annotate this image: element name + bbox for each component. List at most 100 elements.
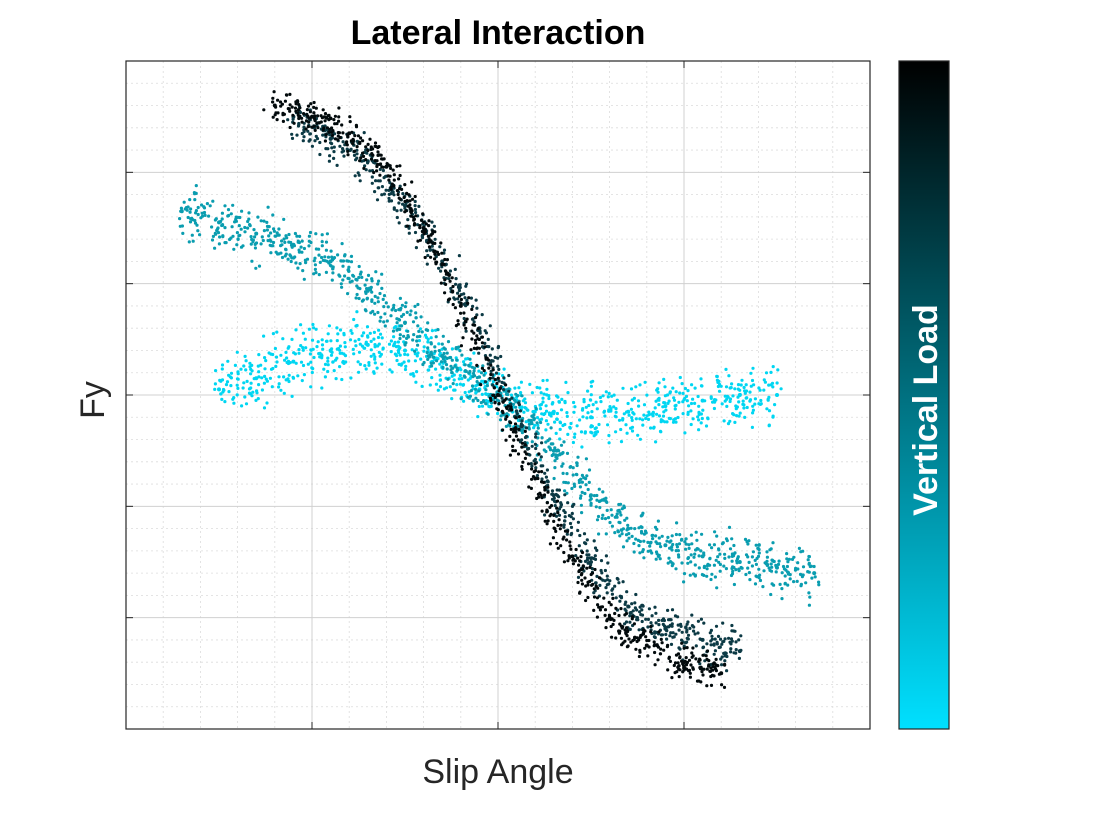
colorbar-label: Vertical Load: [907, 304, 945, 516]
scatter-point: [373, 301, 377, 305]
scatter-point: [483, 341, 487, 345]
scatter-point: [733, 387, 737, 391]
scatter-point: [730, 382, 734, 386]
scatter-point: [351, 142, 355, 146]
scatter-point: [338, 144, 342, 148]
scatter-point: [743, 389, 747, 393]
scatter-point: [306, 129, 310, 133]
scatter-point: [547, 396, 551, 401]
scatter-point: [378, 319, 382, 323]
scatter-point: [686, 620, 690, 624]
scatter-point: [596, 514, 601, 519]
scatter-point: [463, 390, 467, 395]
scatter-point: [807, 562, 811, 566]
scatter-point: [736, 383, 741, 387]
scatter-point: [450, 276, 454, 280]
scatter-point: [533, 442, 538, 446]
scatter-point: [715, 642, 719, 646]
scatter-point: [640, 608, 644, 612]
scatter-point: [675, 521, 679, 525]
scatter-point: [418, 327, 422, 331]
scatter-point: [591, 582, 595, 586]
scatter-point: [400, 314, 404, 318]
scatter-point: [347, 269, 351, 273]
scatter-point: [589, 398, 593, 402]
scatter-point: [584, 584, 588, 588]
scatter-point: [708, 543, 712, 547]
scatter-point: [426, 253, 430, 258]
scatter-point: [348, 338, 353, 342]
scatter-point: [337, 131, 341, 135]
scatter-point: [271, 213, 275, 217]
scatter-point: [738, 411, 742, 415]
scatter-point: [296, 240, 300, 244]
scatter-point: [563, 399, 567, 404]
scatter-point-sample: [551, 493, 556, 498]
scatter-point: [668, 634, 672, 638]
scatter-point: [216, 226, 220, 230]
scatter-point: [396, 340, 400, 344]
scatter-point: [585, 549, 589, 553]
scatter-point: [369, 339, 373, 343]
scatter-point: [623, 628, 627, 632]
scatter-point: [433, 252, 437, 256]
scatter-point: [464, 369, 468, 373]
scatter-point: [729, 642, 733, 646]
scatter-point: [189, 207, 193, 211]
scatter-point: [683, 396, 687, 401]
scatter-point: [521, 460, 525, 464]
scatter-point: [267, 225, 271, 229]
scatter-point: [532, 426, 536, 430]
scatter-point: [604, 499, 608, 503]
scatter-point: [361, 154, 366, 158]
scatter-point: [581, 567, 585, 571]
scatter-point: [617, 418, 622, 422]
scatter-point: [540, 477, 544, 481]
scatter-point: [723, 659, 727, 663]
scatter-point: [414, 210, 418, 215]
scatter-point: [577, 544, 581, 548]
scatter-point: [395, 358, 399, 363]
scatter-point: [271, 115, 275, 119]
scatter-point: [785, 557, 789, 561]
scatter-point: [352, 317, 356, 322]
scatter-point: [357, 337, 361, 342]
scatter-point-sample: [217, 220, 221, 225]
scatter-point: [421, 212, 425, 216]
scatter-point: [406, 329, 410, 333]
scatter-point-sample: [179, 209, 184, 214]
scatter-point: [662, 377, 666, 381]
scatter-point: [530, 440, 534, 444]
scatter-point: [517, 415, 522, 419]
scatter-point: [674, 390, 678, 394]
scatter-point: [445, 356, 449, 360]
scatter-point: [709, 577, 713, 582]
scatter-point: [444, 282, 448, 286]
scatter-point: [657, 623, 661, 627]
scatter-point: [714, 657, 718, 662]
scatter-point: [229, 384, 233, 388]
scatter-point: [705, 684, 709, 688]
colorbar: [898, 60, 950, 730]
scatter-point: [401, 192, 405, 196]
scatter-point: [302, 373, 306, 377]
scatter-point: [260, 235, 264, 239]
scatter-point: [254, 241, 259, 245]
scatter-point: [383, 312, 387, 316]
scatter-point: [750, 564, 755, 568]
scatter-point: [302, 112, 306, 116]
scatter-point: [524, 426, 529, 430]
scatter-point: [676, 661, 680, 665]
scatter-point: [319, 120, 323, 124]
scatter-point: [717, 548, 721, 552]
scatter-point: [284, 93, 289, 97]
scatter-point: [459, 397, 463, 401]
scatter-point: [580, 490, 584, 494]
scatter-point: [550, 489, 555, 493]
scatter-point: [578, 533, 582, 538]
scatter-point: [392, 193, 396, 197]
scatter-point: [514, 409, 519, 413]
scatter-point-sample: [551, 448, 556, 453]
scatter-point: [371, 147, 375, 151]
scatter-point: [668, 659, 673, 664]
